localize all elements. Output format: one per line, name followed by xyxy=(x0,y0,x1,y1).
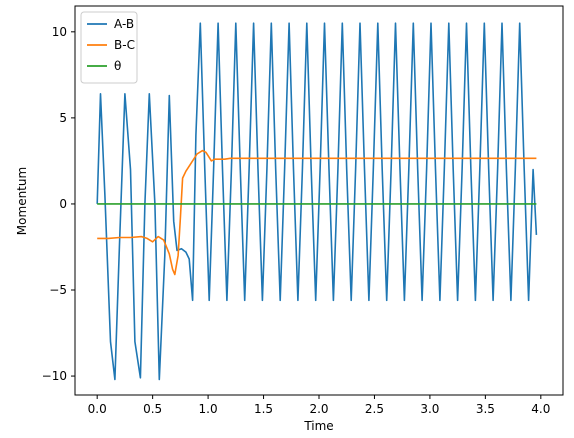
x-tick-label: 1.5 xyxy=(254,402,273,416)
plot-lines xyxy=(96,22,538,381)
x-axis-ticks: 0.0 0.5 1.0 1.5 2.0 2.5 3.0 3.5 4.0 xyxy=(88,395,550,416)
legend-label: θ xyxy=(114,59,121,73)
y-tick-label: 5 xyxy=(59,111,67,125)
x-tick-label: 2.5 xyxy=(365,402,384,416)
y-tick-label: −5 xyxy=(49,283,67,297)
x-tick-label: 1.0 xyxy=(199,402,218,416)
x-tick-label: 4.0 xyxy=(531,402,550,416)
legend: A-B B-C θ xyxy=(80,11,138,84)
legend-label: B-C xyxy=(114,38,135,52)
x-tick-label: 3.0 xyxy=(420,402,439,416)
x-tick-label: 0.0 xyxy=(88,402,107,416)
y-tick-label: −10 xyxy=(42,369,67,383)
y-axis-label: Momentum xyxy=(15,167,29,235)
y-tick-label: 0 xyxy=(59,197,67,211)
series-line-1 xyxy=(97,149,537,276)
y-axis-ticks: −10 −5 0 5 10 xyxy=(42,25,75,383)
series-line-0 xyxy=(96,22,538,381)
legend-label: A-B xyxy=(114,17,134,31)
x-tick-label: 2.0 xyxy=(309,402,328,416)
y-tick-label: 10 xyxy=(52,25,67,39)
x-tick-label: 0.5 xyxy=(143,402,162,416)
x-axis-label: Time xyxy=(303,419,333,433)
x-tick-label: 3.5 xyxy=(476,402,495,416)
